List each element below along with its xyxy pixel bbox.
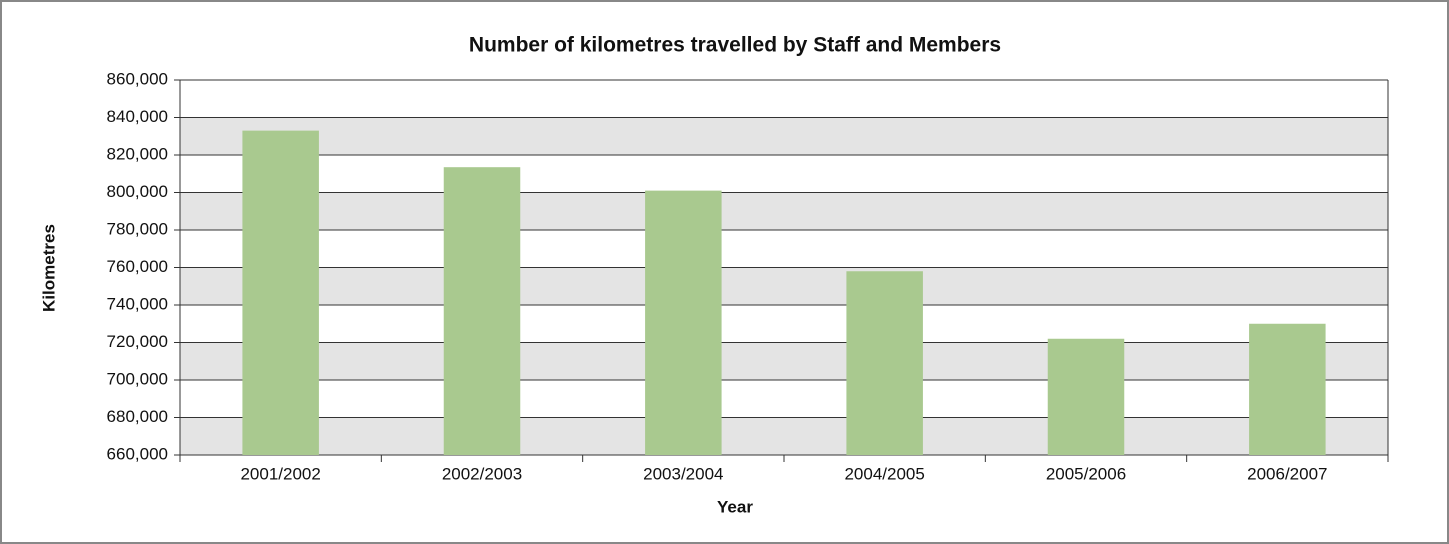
bar [443, 167, 521, 455]
y-axis-title: Kilometres [39, 224, 58, 312]
x-tick-label: 2001/2002 [240, 464, 320, 483]
y-tick-label: 660,000 [107, 444, 168, 463]
x-tick-label: 2002/2003 [442, 464, 522, 483]
y-tick-label: 720,000 [107, 332, 168, 351]
bar [645, 190, 722, 455]
x-tick-label: 2004/2005 [844, 464, 924, 483]
bar [846, 271, 923, 455]
grid-band [180, 117, 1388, 155]
bar [1047, 338, 1125, 455]
grid-band [180, 192, 1388, 230]
grid-band [180, 342, 1388, 380]
x-axis-title: Year [717, 497, 753, 516]
bands [180, 117, 1388, 455]
y-tick-label: 680,000 [107, 407, 168, 426]
grid-band [180, 267, 1388, 305]
x-tick-label: 2006/2007 [1247, 464, 1327, 483]
y-tick-label: 840,000 [107, 107, 168, 126]
y-tick-label: 800,000 [107, 182, 168, 201]
bar [1249, 323, 1326, 455]
y-tick-label: 780,000 [107, 219, 168, 238]
y-tick-label: 740,000 [107, 294, 168, 313]
x-tick-label: 2005/2006 [1046, 464, 1126, 483]
y-tick-label: 820,000 [107, 144, 168, 163]
x-tick-label: 2003/2004 [643, 464, 723, 483]
y-tick-label: 760,000 [107, 257, 168, 276]
y-tick-label: 860,000 [107, 69, 168, 88]
grid-band [180, 417, 1388, 455]
chart-title: Number of kilometres travelled by Staff … [469, 34, 1001, 57]
y-tick-label: 700,000 [107, 369, 168, 388]
bar [242, 130, 319, 455]
